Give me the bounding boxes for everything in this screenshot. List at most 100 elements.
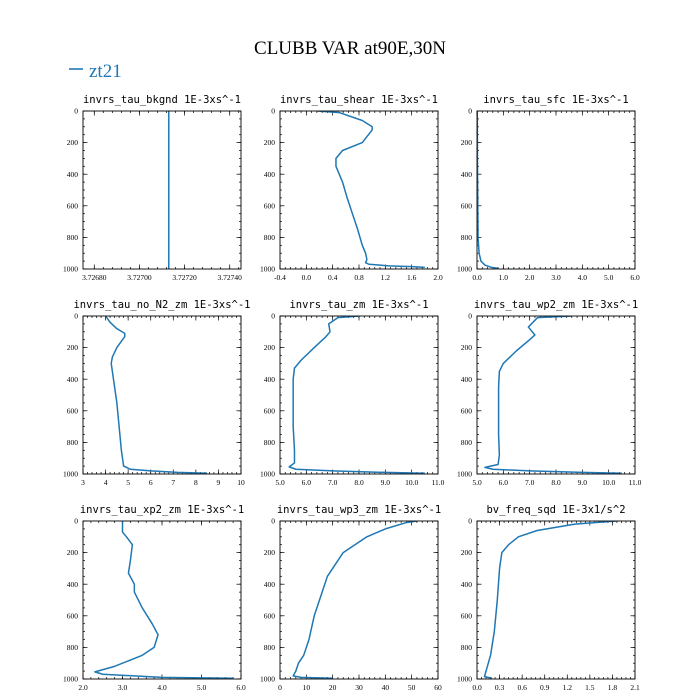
y-tick-label: 600 (264, 201, 276, 210)
x-tick-label: 30 (355, 683, 363, 692)
chart-panels: invrs_tau_bkgnd 1E-3xs^-1 3.72680 3.72700 3… (63, 94, 642, 692)
y-tick-label: 800 (461, 643, 473, 652)
y-tick-label: 200 (264, 548, 276, 557)
y-tick-label: 400 (67, 375, 79, 384)
x-tick-label: 0 (278, 683, 282, 692)
x-tick-label: 5.0 (197, 683, 207, 692)
y-tick-label: 600 (67, 201, 79, 210)
x-tick-label: 0.0 (472, 683, 482, 692)
y-tick-label: 1000 (260, 675, 275, 684)
series-line (317, 111, 425, 269)
x-tick-label: 0.9 (540, 683, 550, 692)
panel-invrs-tau-no-N2-zm: invrs_tau_no_N2_zm 1E-3xs^-1 3 4 5 6 7 8 9 10 0 20… (63, 299, 251, 487)
x-tick-label: 8 (194, 478, 198, 487)
y-tick-label: 1000 (63, 470, 78, 479)
x-tick-label: 3.72700 (127, 273, 152, 282)
panel-invrs-tau-shear: invrs_tau_shear 1E-3xs^-1 -0.4 0.0 0.4 0.8 1.… (260, 94, 443, 282)
y-tick-label: 200 (67, 138, 79, 147)
y-tick-label: 400 (461, 375, 473, 384)
series-line (288, 316, 425, 474)
panel-invrs-tau-bkgnd: invrs_tau_bkgnd 1E-3xs^-1 3.72680 3.72700 3… (63, 94, 242, 282)
y-tick-label: 400 (264, 375, 276, 384)
y-tick-label: 1000 (63, 675, 78, 684)
plot-frame (82, 315, 242, 475)
plot-frame (82, 520, 242, 680)
series-line (483, 521, 617, 679)
x-tick-label: 9 (217, 478, 221, 487)
x-tick-label: 2.0 (433, 273, 443, 282)
x-tick-label: 4.0 (157, 683, 167, 692)
y-tick-label: 400 (264, 170, 276, 179)
plot-frame (82, 110, 242, 270)
y-tick-label: 800 (67, 233, 79, 242)
x-tick-label: 6 (149, 478, 153, 487)
panel-invrs-tau-wp3-zm: invrs_tau_wp3_zm 1E-3xs^-10 10 20 30 40 50 600… (260, 504, 442, 692)
x-tick-label: 3.72720 (172, 273, 197, 282)
x-tick-label: 2.0 (525, 273, 535, 282)
x-tick-label: 2.1 (630, 683, 640, 692)
panel-invrs-tau-xp2-zm: invrs_tau_xp2_zm 1E-3xs^-1 2.0 3.0 4.0 5.0 6.… (63, 504, 246, 692)
y-tick-label: 800 (264, 233, 276, 242)
x-tick-label: 6.0 (236, 683, 246, 692)
x-tick-label: 5.0 (275, 478, 285, 487)
y-tick-label: 200 (264, 343, 276, 352)
x-tick-label: 3.72680 (82, 273, 107, 282)
x-tick-label: 11.0 (629, 478, 642, 487)
y-tick-label: 0 (74, 517, 78, 526)
y-tick-label: 0 (468, 312, 472, 321)
y-tick-label: 800 (264, 438, 276, 447)
panel-title: bv_freq_sqd 1E-3x1/s^2 (486, 504, 625, 516)
panel-invrs-tau-zm: invrs_tau_zm 1E-3xs^-1 5.0 6.0 7.0 8.0 9.0 10.… (260, 299, 445, 487)
x-tick-label: 4 (104, 478, 108, 487)
y-tick-label: 600 (461, 201, 473, 210)
y-tick-label: 600 (67, 611, 79, 620)
x-tick-label: 9.0 (578, 478, 588, 487)
y-tick-label: 0 (74, 312, 78, 321)
panel-title: invrs_tau_wp3_zm 1E-3xs^-1 (277, 504, 441, 516)
series-line (94, 521, 234, 679)
y-tick-label: 200 (461, 548, 473, 557)
y-tick-label: 800 (67, 438, 79, 447)
x-tick-label: 10 (303, 683, 311, 692)
plot-frame (279, 315, 439, 475)
y-tick-label: 400 (67, 170, 79, 179)
x-tick-label: 5.0 (604, 273, 614, 282)
figure-title: CLUBB VAR at90E,30N (254, 38, 446, 59)
legend-label: zt21 (89, 61, 122, 82)
x-tick-label: 3.0 (118, 683, 128, 692)
plot-frame (476, 520, 636, 680)
x-tick-label: 10.0 (602, 478, 615, 487)
x-tick-label: 10.0 (405, 478, 418, 487)
y-tick-label: 0 (468, 107, 472, 116)
y-tick-label: 0 (271, 517, 275, 526)
x-tick-label: 1.2 (381, 273, 391, 282)
x-tick-label: 0.8 (354, 273, 364, 282)
x-tick-label: 50 (408, 683, 416, 692)
y-tick-label: 1000 (457, 265, 472, 274)
y-tick-label: 800 (461, 233, 473, 242)
x-tick-label: 60 (434, 683, 442, 692)
y-tick-label: 1000 (457, 470, 472, 479)
y-tick-label: 600 (461, 406, 473, 415)
plot-frame (476, 110, 636, 270)
x-tick-label: 1.5 (585, 683, 595, 692)
x-tick-label: 5.0 (472, 478, 482, 487)
x-tick-label: 11.0 (432, 478, 445, 487)
y-tick-label: 1000 (260, 470, 275, 479)
x-tick-label: 5 (126, 478, 130, 487)
panel-title: invrs_tau_no_N2_zm 1E-3xs^-1 (73, 299, 250, 311)
x-tick-label: 7 (171, 478, 175, 487)
x-tick-label: 7.0 (525, 478, 535, 487)
y-tick-label: 0 (74, 107, 78, 116)
x-tick-label: 10 (237, 478, 245, 487)
y-tick-label: 200 (461, 343, 473, 352)
x-tick-label: 0.3 (495, 683, 505, 692)
x-tick-label: 1.2 (563, 683, 573, 692)
panel-title: invrs_tau_bkgnd 1E-3xs^-1 (83, 94, 241, 106)
y-tick-label: 0 (271, 312, 275, 321)
x-tick-label: 0.6 (517, 683, 527, 692)
y-tick-label: 600 (264, 406, 276, 415)
x-tick-label: 3 (81, 478, 85, 487)
plot-frame (279, 110, 439, 270)
panel-title: invrs_tau_xp2_zm 1E-3xs^-1 (80, 504, 244, 516)
